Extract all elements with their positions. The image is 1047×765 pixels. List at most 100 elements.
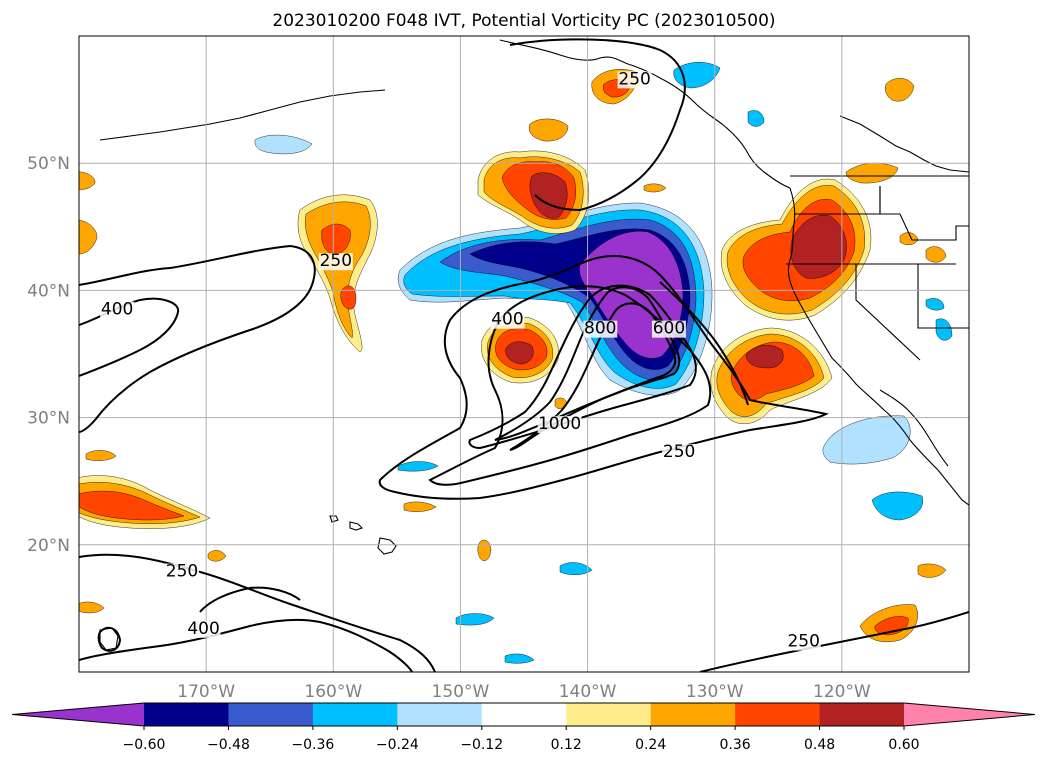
ivt-contour-label: 250 bbox=[663, 442, 695, 462]
ivt-contour-label: 250 bbox=[166, 562, 198, 582]
colorbar-tick-label: −0.24 bbox=[376, 737, 419, 753]
colorbar-tick-label: −0.12 bbox=[460, 737, 503, 753]
colorbar-tick-labels: −0.60 −0.48 −0.36 −0.24 −0.12 0.12 0.24 0.36 0.4… bbox=[123, 726, 920, 753]
colorbar-extend-high bbox=[904, 703, 1035, 726]
latitude-tick-label: 20°N bbox=[27, 536, 70, 556]
coastline-baja bbox=[879, 389, 949, 467]
colorbar-tick-label: −0.60 bbox=[123, 737, 166, 753]
ivt-contour-label: 400 bbox=[101, 300, 133, 320]
map-title: 2023010200 F048 IVT, Potential Vorticity… bbox=[272, 11, 775, 31]
ivt-contour-label: 250 bbox=[618, 69, 650, 89]
pv-negative-region-5 bbox=[925, 298, 945, 311]
pv-positive-blob-7 bbox=[917, 563, 947, 578]
pv-positive-blob-4 bbox=[85, 450, 117, 461]
contour-label-background bbox=[490, 311, 525, 329]
ivt-contour-label: 250 bbox=[787, 632, 819, 652]
ivt-contour-label: 1000 bbox=[538, 414, 581, 434]
pv-positive-region-w-edge-1 bbox=[79, 219, 98, 255]
ivt-contour-250-coast bbox=[659, 281, 749, 406]
colorbar: −0.60 −0.48 −0.36 −0.24 −0.12 0.12 0.24 0.36 0.4… bbox=[11, 702, 1036, 753]
contour-label-background bbox=[164, 563, 199, 581]
colorbar-tick-label: 0.12 bbox=[551, 737, 582, 753]
colorbar-box bbox=[650, 703, 736, 726]
longitude-tick-label: 170°W bbox=[177, 682, 235, 702]
colorbar-box bbox=[228, 703, 314, 726]
coastline-hawaii-1 bbox=[377, 537, 397, 555]
pv-positive-blob-3 bbox=[403, 501, 437, 512]
coastlines bbox=[99, 39, 969, 651]
colorbar-tick-label: −0.36 bbox=[291, 737, 334, 753]
pv-positive-region-sw-b bbox=[79, 490, 185, 521]
pv-negative-region-4 bbox=[397, 461, 439, 472]
latitude-labels: 20°N 30°N 40°N 50°N bbox=[27, 154, 70, 556]
colorbar-tick-label: −0.48 bbox=[207, 737, 250, 753]
contour-label-background bbox=[100, 301, 135, 319]
longitude-tick-label: 130°W bbox=[686, 682, 744, 702]
ivt-contour-label: 250 bbox=[320, 251, 352, 271]
pv-positive-region-c-core bbox=[505, 341, 534, 365]
coastline-hawaii-2 bbox=[349, 521, 364, 531]
colorbar-box bbox=[481, 703, 567, 726]
colorbar-tick-label: 0.60 bbox=[888, 737, 919, 753]
contour-label-background bbox=[651, 320, 686, 338]
pv-positive-region-nevada bbox=[925, 246, 947, 263]
coastline-hawaii-3 bbox=[329, 515, 339, 523]
pv-positive-region-w-b bbox=[321, 223, 351, 256]
pv-positive-blob-2 bbox=[207, 550, 227, 562]
contour-label-background bbox=[786, 633, 821, 651]
map-frame bbox=[78, 35, 970, 673]
coastline-north-america bbox=[787, 187, 969, 506]
pv-positive-region-w-edge-2 bbox=[79, 171, 96, 190]
longitude-tick-label: 160°W bbox=[304, 682, 362, 702]
ivt-contour-250-se bbox=[699, 611, 969, 672]
ivt-contour-label: 600 bbox=[653, 319, 685, 339]
pv-negative-region-1 bbox=[455, 613, 495, 626]
ivt-contour-label: 400 bbox=[491, 310, 523, 330]
coastline-bc bbox=[839, 115, 969, 173]
pv-positive-blob-5 bbox=[79, 601, 105, 614]
colorbar-box bbox=[144, 703, 229, 726]
contour-label-background bbox=[537, 416, 582, 434]
pv-positive-region-w-c bbox=[340, 285, 357, 310]
colorbar-tick-label: 0.48 bbox=[804, 737, 835, 753]
map-area: 250 400 400 250 800 600 1000 250 250 400 250 bbox=[79, 36, 969, 672]
pv-negative-region-baja bbox=[871, 491, 924, 521]
state-border-nv-ut bbox=[917, 264, 969, 329]
pv-positive-region-gulf bbox=[529, 118, 569, 142]
pv-filled-regions bbox=[79, 62, 953, 664]
pv-positive-region-ne-core bbox=[790, 214, 847, 279]
pv-negative-region-2 bbox=[504, 653, 535, 664]
colorbar-tick-label: 0.24 bbox=[635, 737, 666, 753]
longitude-tick-label: 120°W bbox=[813, 682, 871, 702]
coastline-aleutians bbox=[99, 89, 386, 141]
lat-lon-grid bbox=[79, 36, 969, 672]
colorbar-tick-label: 0.36 bbox=[720, 737, 751, 753]
contour-label-background bbox=[662, 444, 697, 462]
latitude-tick-label: 30°N bbox=[27, 409, 70, 429]
colorbar-box bbox=[312, 703, 398, 726]
pv-negative-region-7 bbox=[747, 110, 765, 127]
longitude-tick-label: 150°W bbox=[432, 682, 490, 702]
longitude-labels: 170°W 160°W 150°W 140°W 130°W 120°W bbox=[177, 682, 871, 702]
contour-label-background bbox=[318, 253, 353, 271]
ivt-contour-250-west bbox=[79, 244, 316, 433]
pv-negative-region-6 bbox=[935, 318, 953, 341]
state-border-ca-nv bbox=[855, 264, 921, 361]
longitude-tick-label: 140°W bbox=[559, 682, 617, 702]
colorbar-extend-low bbox=[12, 703, 144, 726]
pv-negative-region-3 bbox=[559, 562, 593, 575]
pv-negative-region-ak-2 bbox=[254, 134, 313, 155]
ivt-contour-400-south bbox=[79, 618, 413, 672]
colorbar-box bbox=[397, 703, 483, 726]
ivt-contour-250-south-1 bbox=[79, 553, 436, 672]
contour-label-background bbox=[583, 320, 618, 338]
colorbar-boxes bbox=[144, 703, 905, 726]
coastline-alaska bbox=[499, 39, 791, 189]
ivt-contour-label: 800 bbox=[584, 319, 616, 339]
state-border-id bbox=[879, 186, 969, 241]
ivt-contour-small-loop bbox=[97, 626, 122, 652]
pv-positive-blob-6 bbox=[643, 183, 667, 193]
contour-label-background bbox=[186, 620, 221, 638]
ivt-contour-250-north bbox=[509, 38, 686, 212]
